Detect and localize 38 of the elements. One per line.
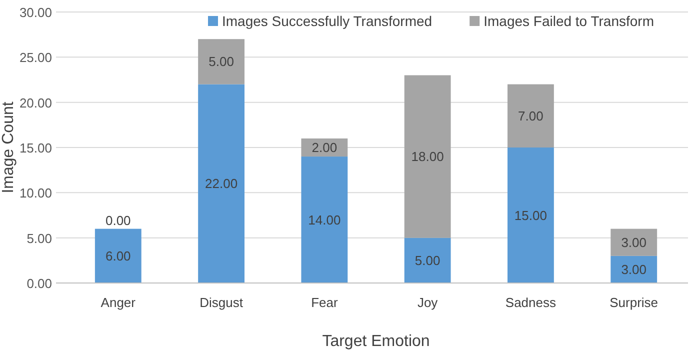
bar <box>404 238 451 283</box>
data-label: 5.00 <box>414 252 440 268</box>
y-tick-label: 25.00 <box>19 50 52 66</box>
data-label: 7.00 <box>518 108 544 124</box>
bar <box>508 84 554 148</box>
data-label: 3.00 <box>621 262 647 277</box>
legend-label: Images Failed to Transform <box>484 13 654 29</box>
y-tick-label: 0.00 <box>26 276 52 291</box>
x-tick-label: Anger <box>100 295 136 310</box>
data-label: 3.00 <box>621 234 647 250</box>
data-label: 6.00 <box>105 248 131 264</box>
bar <box>198 84 244 283</box>
data-label: 15.00 <box>514 208 547 223</box>
x-tick-label: Joy <box>417 295 438 310</box>
data-label: 0.00 <box>105 212 131 228</box>
y-tick-label: 15.00 <box>19 140 52 156</box>
data-label: 5.00 <box>208 54 234 70</box>
y-tick-label: 10.00 <box>19 186 52 201</box>
y-tick-label: 30.00 <box>19 5 52 20</box>
data-label: 14.00 <box>308 212 341 228</box>
x-tick-label: Surprise <box>610 295 658 310</box>
x-axis-title: Target Emotion <box>322 333 430 350</box>
bar <box>508 148 554 283</box>
bar <box>94 228 142 283</box>
data-label: 22.00 <box>205 176 238 192</box>
x-tick-label: Sadness <box>505 295 557 310</box>
bar <box>404 75 451 238</box>
data-label: 2.00 <box>312 140 338 155</box>
x-tick-label: Disgust <box>200 295 244 310</box>
bar <box>198 39 244 84</box>
bar <box>610 228 658 256</box>
bar <box>301 156 348 283</box>
x-tick-label: Fear <box>311 295 338 310</box>
y-tick-label: 5.00 <box>26 230 52 246</box>
legend-label: Images Successfully Transformed <box>222 13 432 29</box>
data-label: 18.00 <box>411 149 444 164</box>
y-tick-label: 20.00 <box>19 95 52 110</box>
y-axis-title: Image Count <box>0 101 17 194</box>
